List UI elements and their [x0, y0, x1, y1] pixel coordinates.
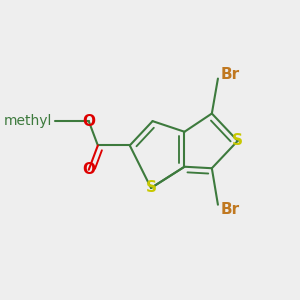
Text: Br: Br	[221, 67, 240, 82]
Text: methyl: methyl	[4, 114, 52, 128]
Text: Br: Br	[221, 202, 240, 217]
Text: S: S	[146, 181, 157, 196]
Text: S: S	[232, 134, 243, 148]
Text: O: O	[82, 162, 95, 177]
Text: O: O	[82, 114, 95, 129]
